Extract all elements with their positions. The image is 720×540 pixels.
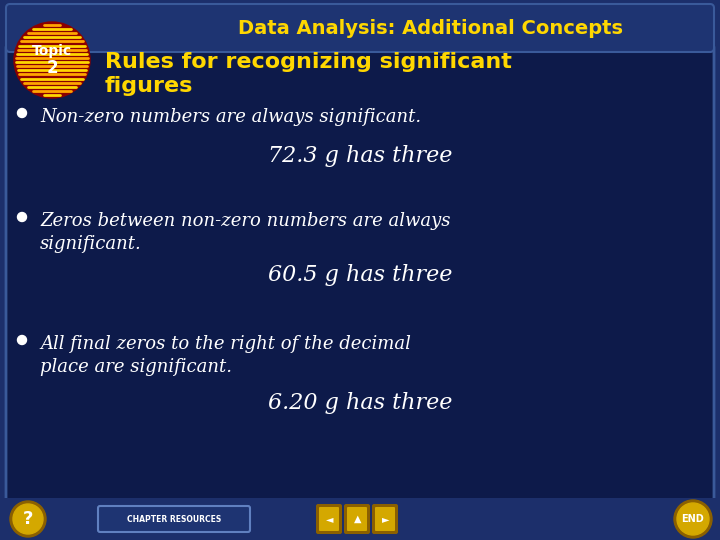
Text: 60.5 g has three: 60.5 g has three (268, 264, 452, 286)
FancyBboxPatch shape (6, 4, 714, 52)
Text: ?: ? (23, 510, 33, 528)
Text: ▲: ▲ (354, 514, 361, 524)
Text: CHAPTER RESOURCES: CHAPTER RESOURCES (127, 515, 221, 523)
Text: 6.20 g has three: 6.20 g has three (268, 392, 452, 414)
Text: ►: ► (382, 514, 390, 524)
Circle shape (17, 335, 27, 345)
FancyBboxPatch shape (344, 504, 370, 534)
Circle shape (674, 500, 712, 538)
FancyBboxPatch shape (319, 507, 339, 531)
FancyBboxPatch shape (347, 507, 367, 531)
Circle shape (17, 213, 27, 221)
FancyBboxPatch shape (375, 507, 395, 531)
FancyBboxPatch shape (0, 498, 720, 540)
FancyBboxPatch shape (98, 506, 250, 532)
Circle shape (14, 22, 90, 98)
Text: All final zeros to the right of the decimal
place are significant.: All final zeros to the right of the deci… (40, 335, 411, 376)
FancyBboxPatch shape (372, 504, 398, 534)
Text: END: END (682, 514, 704, 524)
Text: 72.3 g has three: 72.3 g has three (268, 145, 452, 167)
Text: ◄: ◄ (326, 514, 334, 524)
Text: Rules for recognizing significant
figures: Rules for recognizing significant figure… (105, 52, 512, 96)
Text: Topic: Topic (32, 44, 72, 58)
Circle shape (10, 501, 46, 537)
Circle shape (13, 504, 43, 534)
Text: 2: 2 (46, 59, 58, 77)
Text: Data Analysis: Additional Concepts: Data Analysis: Additional Concepts (238, 18, 623, 37)
Text: Zeros between non-zero numbers are always
significant.: Zeros between non-zero numbers are alway… (40, 212, 451, 253)
Circle shape (677, 503, 709, 535)
Circle shape (17, 109, 27, 118)
FancyBboxPatch shape (316, 504, 342, 534)
Text: Non-zero numbers are always significant.: Non-zero numbers are always significant. (40, 108, 421, 126)
FancyBboxPatch shape (6, 44, 714, 502)
